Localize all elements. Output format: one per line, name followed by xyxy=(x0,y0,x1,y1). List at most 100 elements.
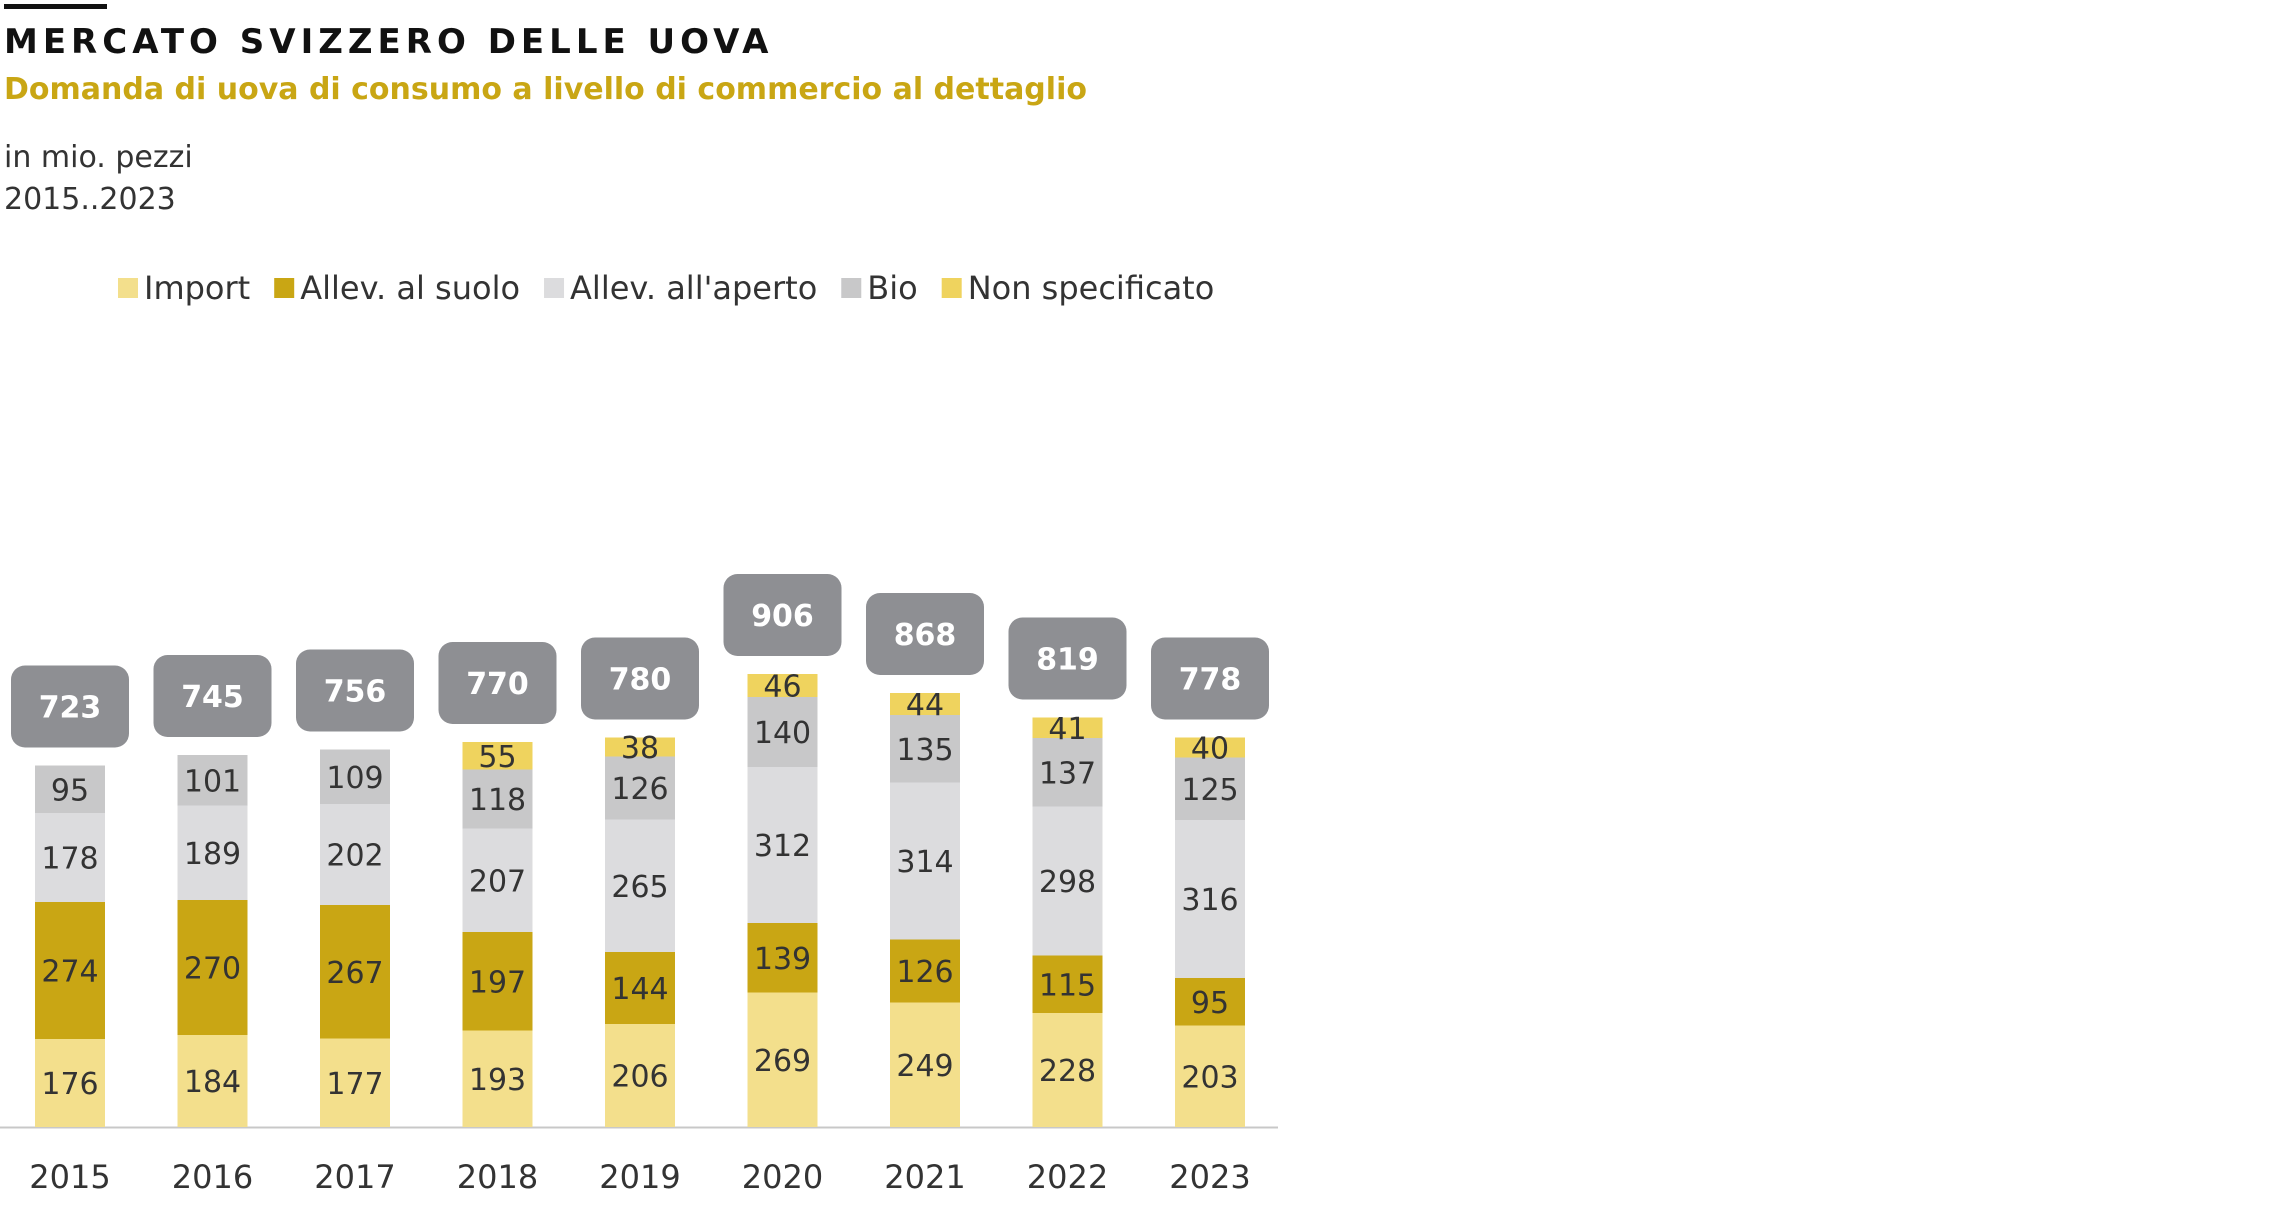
bar-value-label: 95 xyxy=(1191,986,1229,1021)
bar-segment-2016-2 xyxy=(177,805,248,900)
bar-value-label: 95 xyxy=(51,773,89,808)
bar-value-label: 314 xyxy=(896,845,953,880)
bar-value-label: 137 xyxy=(1039,756,1096,791)
bar-value-label: 298 xyxy=(1039,865,1096,900)
legend-label-4: Non specificato xyxy=(968,269,1215,307)
bar-segment-2021-4 xyxy=(890,693,960,715)
bar-value-label: 197 xyxy=(469,965,526,1000)
bar-segment-2022-2 xyxy=(1032,806,1103,956)
x-tick-label: 2015 xyxy=(29,1158,110,1196)
bar-segment-2019-4 xyxy=(605,737,675,757)
bar-segment-2017-1 xyxy=(320,905,390,1039)
total-label: 778 xyxy=(1179,663,1242,698)
bar-segment-2018-1 xyxy=(462,932,533,1031)
bar-segment-2022-4 xyxy=(1032,717,1103,738)
bar-value-label: 139 xyxy=(754,942,811,977)
chart-subtitle: Domanda di uova di consumo a livello di … xyxy=(4,72,1087,107)
bar-segment-2023-1 xyxy=(1175,978,1245,1026)
bar-value-label: 267 xyxy=(326,956,383,991)
total-label: 819 xyxy=(1036,643,1099,678)
bar-segment-2018-0 xyxy=(462,1030,533,1127)
bar-value-label: 207 xyxy=(469,864,526,899)
bar-segment-2018-2 xyxy=(462,828,533,932)
bar-segment-2016-1 xyxy=(177,900,248,1035)
bar-segment-2018-4 xyxy=(462,742,533,770)
bar-segment-2017-0 xyxy=(320,1038,390,1127)
bar-value-label: 177 xyxy=(326,1067,383,1102)
title-accent-bar xyxy=(4,4,107,9)
legend-swatch-2 xyxy=(544,278,565,298)
bar-value-label: 115 xyxy=(1039,968,1096,1003)
bar-segment-2020-2 xyxy=(747,767,818,923)
bar-segment-2021-1 xyxy=(890,939,960,1003)
bar-value-label: 176 xyxy=(41,1067,98,1102)
year-range: 2015..2023 xyxy=(4,182,176,217)
legend-swatch-1 xyxy=(274,278,295,298)
bar-value-label: 40 xyxy=(1191,732,1229,767)
bar-value-label: 125 xyxy=(1181,773,1238,808)
total-box xyxy=(1151,637,1269,720)
bar-segment-2019-1 xyxy=(605,952,675,1024)
bar-segment-2015-0 xyxy=(35,1039,105,1127)
legend-label-2: Allev. all'aperto xyxy=(570,269,817,307)
bar-segment-2020-0 xyxy=(747,992,818,1127)
total-box xyxy=(581,637,699,720)
x-tick-label: 2018 xyxy=(457,1158,538,1196)
bar-value-label: 203 xyxy=(1181,1060,1238,1095)
bar-segment-2015-2 xyxy=(35,813,105,902)
legend-swatch-4 xyxy=(941,278,962,298)
bar-value-label: 41 xyxy=(1048,712,1086,747)
bar-segment-2023-3 xyxy=(1175,757,1245,820)
bar-value-label: 140 xyxy=(754,716,811,751)
total-label: 745 xyxy=(181,680,244,715)
bar-segment-2018-3 xyxy=(462,769,533,829)
x-tick-label: 2016 xyxy=(172,1158,253,1196)
x-tick-label: 2020 xyxy=(742,1158,823,1196)
bar-value-label: 189 xyxy=(184,837,241,872)
bar-segment-2022-0 xyxy=(1032,1013,1103,1127)
bar-value-label: 193 xyxy=(469,1063,526,1098)
bar-segment-2019-0 xyxy=(605,1024,675,1127)
bar-value-label: 206 xyxy=(611,1060,668,1095)
bar-segment-2017-3 xyxy=(320,749,390,804)
total-label: 723 xyxy=(39,691,102,726)
bar-value-label: 109 xyxy=(326,761,383,796)
bar-segment-2023-0 xyxy=(1175,1025,1245,1127)
bar-segment-2015-3 xyxy=(35,765,105,813)
bar-value-label: 118 xyxy=(469,783,526,818)
bar-value-label: 135 xyxy=(896,733,953,768)
total-label: 756 xyxy=(324,675,387,710)
bar-segment-2020-1 xyxy=(747,923,818,993)
bar-segment-2023-4 xyxy=(1175,737,1245,758)
bar-value-label: 55 xyxy=(478,740,516,775)
bar-segment-2019-3 xyxy=(605,756,675,820)
total-box xyxy=(153,655,272,737)
bar-segment-2019-2 xyxy=(605,819,675,952)
bar-value-label: 38 xyxy=(621,731,659,766)
total-box xyxy=(1008,617,1127,700)
bar-segment-2021-2 xyxy=(890,782,960,940)
legend-label-3: Bio xyxy=(867,269,917,307)
bar-segment-2023-2 xyxy=(1175,820,1245,978)
legend-label-0: Import xyxy=(144,269,250,307)
x-tick-label: 2019 xyxy=(599,1158,680,1196)
bar-value-label: 144 xyxy=(611,972,668,1007)
x-tick-label: 2017 xyxy=(314,1158,395,1196)
bar-segment-2016-3 xyxy=(177,755,248,806)
bar-value-label: 178 xyxy=(41,842,98,877)
x-tick-label: 2021 xyxy=(884,1158,965,1196)
legend-swatch-0 xyxy=(118,278,138,298)
bar-value-label: 270 xyxy=(184,952,241,987)
total-box xyxy=(296,649,414,732)
bar-value-label: 126 xyxy=(896,955,953,990)
bar-value-label: 316 xyxy=(1181,883,1238,918)
bar-segment-2016-0 xyxy=(177,1035,248,1127)
total-label: 906 xyxy=(751,599,814,634)
bar-segment-2020-3 xyxy=(747,697,818,767)
bar-value-label: 101 xyxy=(184,764,241,799)
total-box xyxy=(438,642,557,724)
total-label: 770 xyxy=(466,667,529,702)
total-label: 780 xyxy=(609,663,672,698)
bar-segment-2022-1 xyxy=(1032,955,1103,1013)
